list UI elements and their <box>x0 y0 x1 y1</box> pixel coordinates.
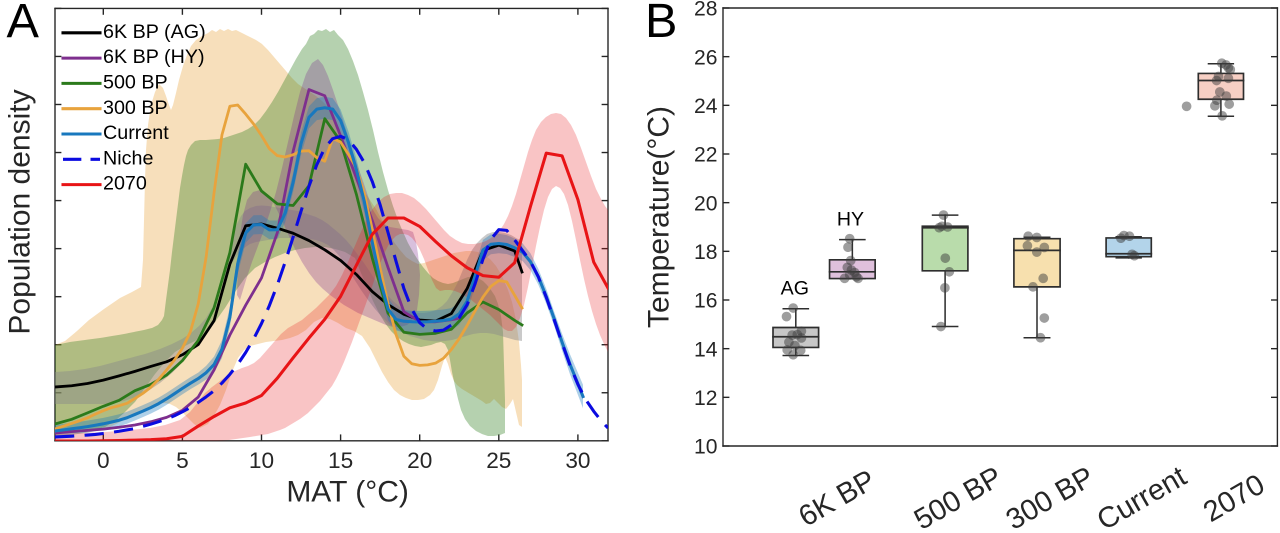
svg-text:B: B <box>645 0 677 48</box>
svg-text:16: 16 <box>694 290 717 313</box>
svg-text:12: 12 <box>694 387 717 410</box>
svg-text:24: 24 <box>694 95 718 118</box>
svg-text:Current: Current <box>103 122 169 144</box>
svg-text:26: 26 <box>694 46 717 69</box>
svg-text:6K BP (AG): 6K BP (AG) <box>103 21 206 43</box>
svg-text:0: 0 <box>97 448 110 473</box>
svg-text:30: 30 <box>565 448 590 473</box>
svg-text:28: 28 <box>694 0 717 21</box>
svg-text:6K BP (HY): 6K BP (HY) <box>103 46 205 68</box>
svg-text:Temperature(°C): Temperature(°C) <box>642 106 675 328</box>
svg-text:5: 5 <box>176 448 189 473</box>
svg-text:Niche: Niche <box>103 147 153 169</box>
svg-text:10: 10 <box>249 448 274 473</box>
svg-text:AG: AG <box>781 278 809 300</box>
svg-text:MAT (°C): MAT (°C) <box>286 475 409 508</box>
svg-text:15: 15 <box>328 448 353 473</box>
svg-text:20: 20 <box>694 192 717 215</box>
svg-text:300 BP: 300 BP <box>103 97 168 119</box>
svg-text:20: 20 <box>407 448 432 473</box>
svg-text:22: 22 <box>694 144 717 167</box>
svg-text:18: 18 <box>694 241 717 264</box>
svg-text:14: 14 <box>694 338 718 361</box>
svg-text:A: A <box>7 0 40 48</box>
svg-text:Population density: Population density <box>3 89 36 334</box>
svg-text:2070: 2070 <box>103 173 147 195</box>
svg-text:25: 25 <box>486 448 511 473</box>
svg-text:500 BP: 500 BP <box>103 72 168 94</box>
svg-text:10: 10 <box>694 436 717 459</box>
svg-text:HY: HY <box>837 208 864 230</box>
